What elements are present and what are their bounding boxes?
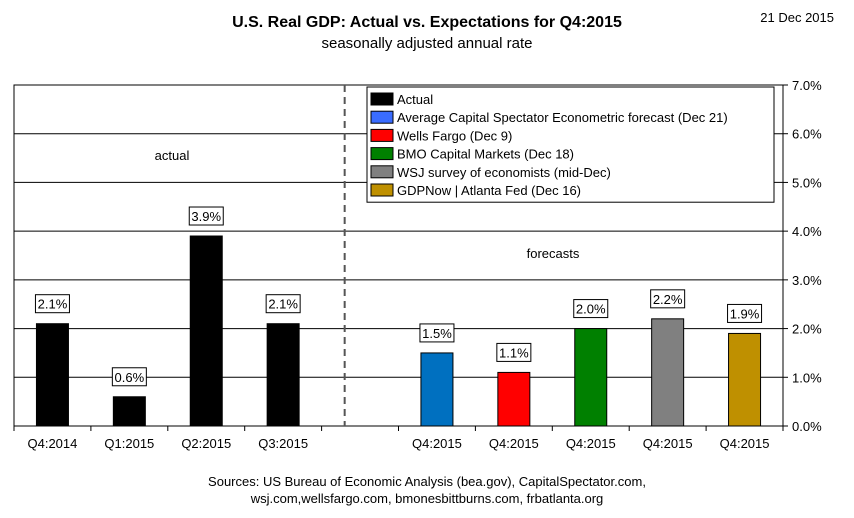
legend-swatch [370, 183, 394, 197]
bar-q42015-7 [651, 318, 685, 427]
bar-q12015-1 [112, 396, 146, 427]
chart-title: U.S. Real GDP: Actual vs. Expectations f… [232, 14, 622, 31]
x-category-label: Q2:2015 [181, 436, 231, 451]
data-label: 1.5% [422, 326, 452, 341]
sources-line-2: wsj.com,wellsfargo.com, bmonesbittburns.… [250, 491, 604, 506]
y-tick-label: 0.0% [792, 419, 822, 434]
data-label: 1.9% [730, 306, 760, 321]
legend-swatch [370, 165, 394, 179]
data-label: 3.9% [191, 209, 221, 224]
data-label: 2.0% [576, 302, 606, 317]
x-category-label: Q4:2015 [643, 436, 693, 451]
axes: 0.0% 1.0% 2.0% 3.0% 4.0% 5.0% 6.0% 7.0% Q4:2014 Q… [13, 78, 822, 451]
chart-subtitle: seasonally adjusted annual rate [321, 35, 533, 52]
data-label: 2.1% [38, 297, 68, 312]
legend: Actual Average Capital Spectator Economet… [366, 86, 775, 203]
legend-entry: Wells Fargo (Dec 9) [397, 128, 512, 143]
legend-swatch [370, 110, 394, 124]
section-label-actual: actual [155, 148, 190, 163]
y-tick-label: 4.0% [792, 224, 822, 239]
bar-q32015-3 [266, 323, 300, 427]
data-label-box [34, 294, 70, 314]
x-category-label: Q4:2015 [566, 436, 616, 451]
bar-q22015-2 [189, 235, 223, 427]
y-tick-label: 7.0% [792, 78, 822, 93]
x-category-label: Q4:2015 [489, 436, 539, 451]
bar-q42015-8 [728, 332, 762, 427]
bars: 2.1% 0.6% 3.9% 2.1% 1.5% 1.1% 2.0% 2.2% 1.9% [34, 206, 763, 427]
x-category-label: Q3:2015 [258, 436, 308, 451]
x-category-label: Q4:2015 [720, 436, 770, 451]
data-label-box [419, 323, 455, 343]
legend-entry: Average Capital Spectator Econometric fo… [397, 110, 728, 125]
data-label-box [188, 206, 224, 226]
data-label: 2.2% [653, 292, 683, 307]
legend-swatch [370, 147, 394, 161]
bar-q42015-4 [420, 352, 454, 427]
y-tick-label: 5.0% [792, 175, 822, 190]
data-label-box [573, 299, 609, 319]
data-label-box [265, 294, 301, 314]
legend-swatch [370, 92, 394, 106]
bar-q42015-6 [574, 328, 608, 427]
data-label: 1.1% [499, 345, 529, 360]
data-label-box [496, 342, 532, 362]
x-category-label: Q4:2014 [28, 436, 78, 451]
bar-q42014-0 [35, 323, 69, 427]
legend-entry: WSJ survey of economists (mid-Dec) [397, 165, 611, 180]
legend-swatch [370, 128, 394, 142]
legend-box [366, 86, 775, 203]
data-label: 2.1% [268, 297, 298, 312]
x-category-label: Q1:2015 [104, 436, 154, 451]
data-label-box [111, 367, 147, 387]
chart-date: 21 Dec 2015 [760, 10, 834, 25]
gdp-bar-chart: 2.1% 0.6% 3.9% 2.1% 1.5% 1.1% 2.0% 2.2% 1.9% 0.0… [13, 78, 822, 451]
data-label-box [727, 303, 763, 323]
legend-entry: Actual [397, 92, 433, 107]
y-tick-label: 2.0% [792, 322, 822, 337]
y-tick-label: 6.0% [792, 127, 822, 142]
sources-line-1: Sources: US Bureau of Economic Analysis … [208, 474, 646, 489]
bar-q42015-5 [497, 371, 531, 427]
legend-entry: GDPNow | Atlanta Fed (Dec 16) [397, 183, 581, 198]
data-label-box [650, 289, 686, 309]
section-label-forecasts: forecasts [527, 246, 580, 261]
x-category-label: Q4:2015 [412, 436, 462, 451]
data-label: 0.6% [115, 370, 145, 385]
y-tick-label: 3.0% [792, 273, 822, 288]
legend-entry: BMO Capital Markets (Dec 18) [397, 147, 574, 162]
y-tick-label: 1.0% [792, 370, 822, 385]
